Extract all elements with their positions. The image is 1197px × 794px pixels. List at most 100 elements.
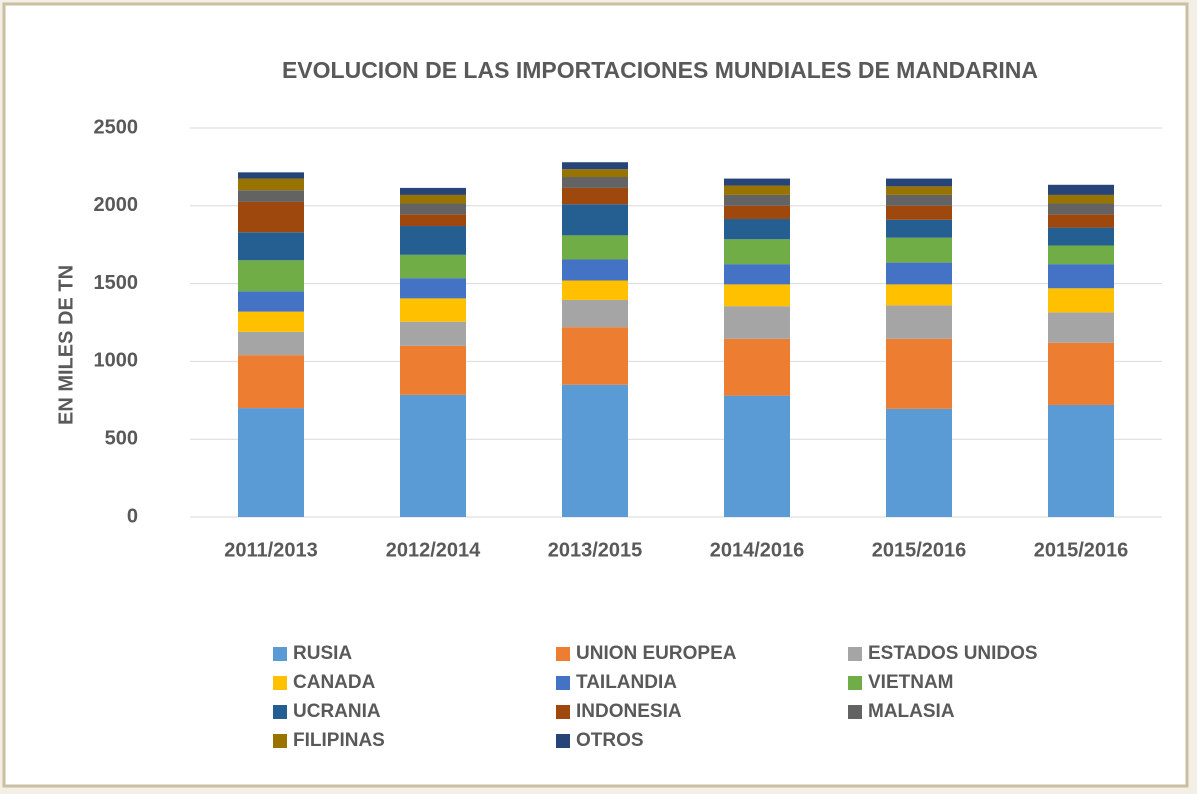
bar-segment: [562, 177, 628, 188]
x-tick-label: 2011/2013: [224, 539, 317, 561]
legend-swatch: [273, 676, 287, 690]
legend-swatch: [556, 705, 570, 719]
legend-swatch: [273, 647, 287, 661]
bar-segment: [1048, 194, 1114, 204]
legend-label: FILIPINAS: [293, 730, 385, 751]
bar-segment: [1048, 288, 1114, 313]
y-axis-label: EN MILES DE TN: [55, 265, 77, 425]
bar-segment: [562, 280, 628, 300]
bar-segment: [886, 262, 952, 285]
chart-title: EVOLUCION DE LAS IMPORTACIONES MUNDIALES…: [282, 57, 1038, 83]
bar-segment: [1048, 227, 1114, 246]
bar-segment: [400, 194, 466, 204]
legend-swatch: [273, 734, 287, 748]
bar-segment: [886, 194, 952, 206]
bar-segment: [724, 338, 790, 396]
bar-segment: [1048, 184, 1114, 195]
y-tick-label: 2500: [94, 116, 139, 138]
bar-segment: [562, 259, 628, 281]
bar-segment: [724, 205, 790, 220]
bar-segment: [886, 219, 952, 238]
legend-label: OTROS: [576, 730, 644, 751]
legend-label: VIETNAM: [868, 672, 954, 693]
bar-segment: [238, 291, 304, 312]
bar-segment: [562, 384, 628, 517]
bar-segment: [724, 194, 790, 206]
x-tick-label: 2013/2015: [548, 539, 643, 561]
bar-segment: [400, 298, 466, 322]
x-tick-label: 2015/2016: [872, 539, 967, 561]
bar-segment: [238, 201, 304, 233]
bar-segment: [724, 178, 790, 186]
bar-segment: [562, 162, 628, 170]
legend-swatch: [848, 705, 862, 719]
legend-swatch: [556, 676, 570, 690]
legend-swatch: [273, 705, 287, 719]
legend-label: UCRANIA: [293, 701, 381, 722]
legend-swatch: [848, 647, 862, 661]
bar-segment: [238, 172, 304, 179]
bar-segment: [886, 284, 952, 306]
bar-segment: [238, 190, 304, 202]
bar-segment: [400, 321, 466, 346]
bar-segment: [400, 187, 466, 195]
bar-segment: [886, 305, 952, 339]
bar-segment: [400, 278, 466, 299]
y-tick-label: 2000: [94, 194, 139, 216]
bar-segment: [1048, 312, 1114, 343]
y-tick-label: 1500: [94, 272, 139, 294]
y-tick-label: 0: [127, 505, 138, 527]
bar-segment: [886, 186, 952, 195]
bar-segment: [1048, 214, 1114, 228]
bar-segment: [238, 311, 304, 332]
bar-segment: [238, 232, 304, 261]
bar-segment: [562, 327, 628, 385]
bar-segment: [562, 204, 628, 236]
bar-segment: [724, 395, 790, 517]
bar-segment: [400, 226, 466, 255]
bar-segment: [400, 345, 466, 395]
y-tick-label: 500: [105, 427, 138, 449]
bar-segment: [562, 235, 628, 260]
bar-segment: [238, 408, 304, 517]
bar-segment: [562, 187, 628, 205]
bar-segment: [400, 214, 466, 227]
legend-label: INDONESIA: [576, 701, 682, 722]
bar-segment: [400, 394, 466, 517]
bar-segment: [238, 178, 304, 191]
bar-segment: [1048, 203, 1114, 215]
x-tick-label: 2014/2016: [710, 539, 805, 561]
bar-segment: [238, 331, 304, 356]
bar-segment: [724, 264, 790, 285]
bar-segment: [886, 237, 952, 263]
legend-label: RUSIA: [293, 643, 352, 664]
bar-segment: [238, 260, 304, 292]
legend-label: ESTADOS UNIDOS: [868, 643, 1038, 664]
legend-swatch: [556, 734, 570, 748]
bar-segment: [724, 185, 790, 195]
legend-swatch: [556, 647, 570, 661]
bar-segment: [886, 408, 952, 517]
bar-segment: [400, 203, 466, 215]
bar-segment: [886, 205, 952, 220]
legend-label: UNION EUROPEA: [576, 643, 737, 664]
x-tick-label: 2012/2014: [386, 539, 481, 561]
bar-segment: [724, 306, 790, 339]
bar-segment: [886, 178, 952, 187]
bar-segment: [1048, 342, 1114, 405]
bar-segment: [400, 254, 466, 279]
legend-label: TAILANDIA: [576, 672, 677, 693]
legend-label: MALASIA: [868, 701, 955, 722]
bar-segment: [886, 338, 952, 409]
bar-segment: [562, 299, 628, 328]
legend-label: CANADA: [293, 672, 376, 693]
legend-swatch: [848, 676, 862, 690]
y-tick-label: 1000: [94, 350, 139, 372]
bar-segment: [724, 219, 790, 240]
bar-segment: [1048, 264, 1114, 289]
bar-segment: [562, 169, 628, 178]
bar-segment: [238, 355, 304, 409]
x-tick-label: 2015/2016: [1034, 539, 1129, 561]
bar-segment: [724, 239, 790, 265]
